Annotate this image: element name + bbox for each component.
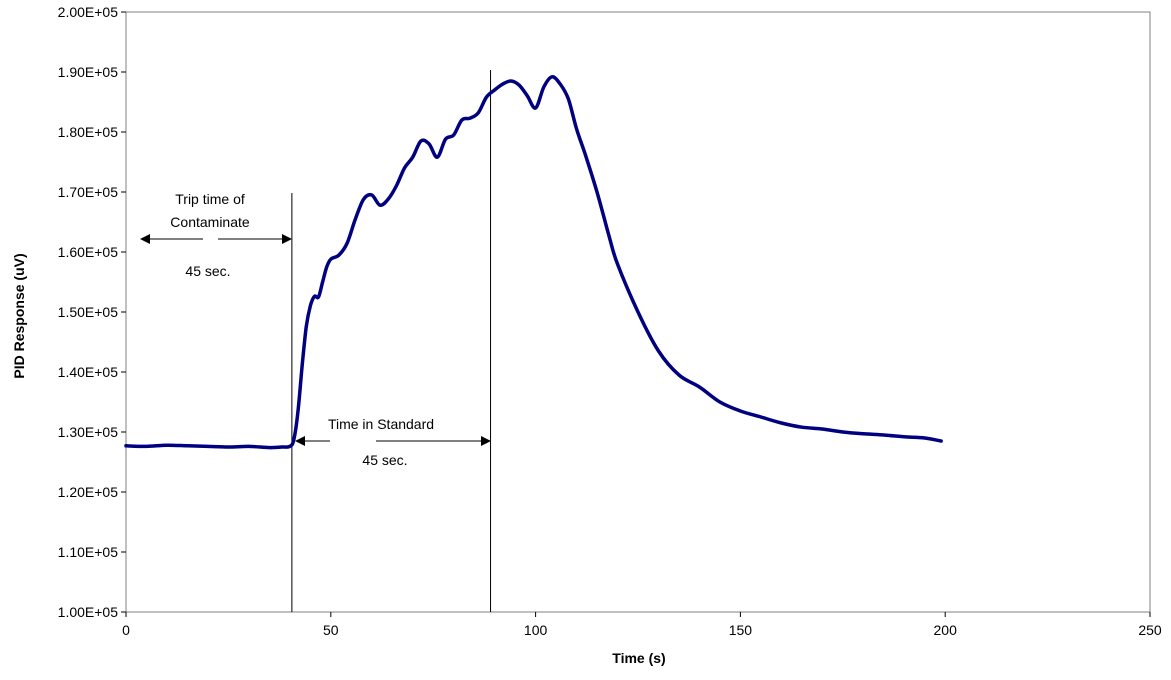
- x-axis-title: Time (s): [612, 650, 665, 666]
- y-axis: 1.00E+05 1.10E+05 1.20E+05 1.30E+05 1.40E+05…: [58, 4, 126, 620]
- y-tick-label: 1.70E+05: [58, 184, 119, 200]
- y-tick-label: 1.20E+05: [58, 484, 119, 500]
- trip-time-label-line2: Contaminate: [170, 214, 250, 230]
- series-group: [124, 75, 943, 450]
- y-tick-label: 1.30E+05: [58, 424, 119, 440]
- x-tick-label: 200: [934, 622, 958, 638]
- x-tick-label: 50: [323, 622, 339, 638]
- y-tick-label: 2.00E+05: [58, 4, 119, 20]
- time-in-standard-label: Time in Standard: [328, 416, 434, 432]
- y-axis-title: PID Response (uV): [11, 253, 27, 378]
- series-line-pid-response: [124, 75, 943, 450]
- time-in-standard-value: 45 sec.: [362, 452, 407, 468]
- trip-time-value: 45 sec.: [185, 263, 230, 279]
- x-tick-label: 250: [1138, 622, 1162, 638]
- y-tick-label: 1.60E+05: [58, 244, 119, 260]
- y-tick-label: 1.00E+05: [58, 604, 119, 620]
- x-axis: 0 50 100 150 200 250: [122, 612, 1162, 638]
- x-tick-label: 150: [729, 622, 753, 638]
- x-tick-label: 100: [524, 622, 548, 638]
- y-tick-label: 1.50E+05: [58, 304, 119, 320]
- y-tick-label: 1.90E+05: [58, 64, 119, 80]
- time-in-standard-annotation: Time in Standard 45 sec.: [295, 416, 491, 468]
- y-tick-label: 1.40E+05: [58, 364, 119, 380]
- trip-time-annotation: Trip time of Contaminate 45 sec.: [140, 191, 292, 279]
- x-tick-label: 0: [122, 622, 130, 638]
- y-tick-label: 1.80E+05: [58, 124, 119, 140]
- marker-lines: [291, 70, 492, 612]
- y-tick-label: 1.10E+05: [58, 544, 119, 560]
- trip-time-label-line1: Trip time of: [175, 191, 245, 207]
